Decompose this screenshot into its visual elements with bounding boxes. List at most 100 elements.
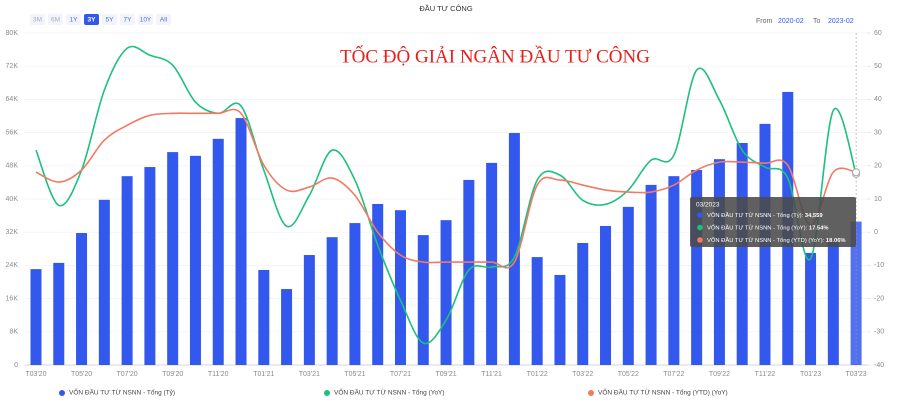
bar	[281, 289, 293, 365]
range-button[interactable]	[66, 14, 81, 25]
bar	[736, 142, 748, 365]
range-button-label[interactable]: 6M	[51, 17, 60, 24]
bar	[372, 203, 384, 365]
y-tick-label: 80K	[6, 30, 19, 37]
range-button[interactable]	[138, 14, 153, 25]
tooltip-label: VỐN ĐẦU TƯ TỪ NSNN - Tổng (YTD) (YoY):	[707, 237, 825, 244]
bar	[98, 199, 110, 365]
y2-tick-label: -20	[874, 295, 884, 302]
bar	[417, 235, 429, 365]
range-button-label[interactable]: 3M	[33, 17, 42, 24]
x-tick-label: T01'22	[527, 371, 548, 378]
x-tick-label: T03'20	[25, 371, 46, 378]
x-tick-label: T11'21	[481, 371, 502, 378]
x-tick-label: T09'20	[162, 371, 183, 378]
range-button[interactable]	[120, 14, 135, 25]
x-tick-label: T03'23	[846, 371, 867, 378]
tooltip	[690, 197, 856, 247]
y2-tick-label: 60	[874, 30, 882, 37]
range-button[interactable]	[48, 14, 63, 25]
bar	[121, 176, 133, 365]
bar	[827, 240, 839, 365]
annotation: TỐC ĐỘ GIẢI NGÂN ĐẦU TƯ CÔNG	[340, 45, 650, 67]
bar	[531, 257, 543, 365]
bar	[440, 220, 452, 365]
range-button-label[interactable]: 5Y	[106, 17, 115, 24]
bar	[258, 269, 270, 365]
range-button-label[interactable]: 1Y	[70, 17, 79, 24]
y2-tick-label: 0	[874, 229, 878, 236]
tooltip-title: 03/2023	[696, 202, 720, 209]
bar	[691, 169, 703, 365]
bar	[486, 162, 498, 365]
x-tick-label: T03'21	[299, 371, 320, 378]
range-button[interactable]	[30, 14, 45, 25]
range-button-label[interactable]: All	[160, 17, 168, 24]
bar	[53, 262, 65, 365]
y2-tick-label: -40	[874, 362, 884, 369]
range-button[interactable]	[84, 14, 99, 25]
legend-label[interactable]: VỐN ĐẦU TƯ TỪ NSNN - Tổng (YTD) (YoY)	[598, 387, 728, 397]
legend-marker[interactable]	[588, 390, 594, 396]
range-button[interactable]	[156, 14, 171, 25]
bar	[189, 155, 201, 365]
bar	[713, 159, 725, 365]
tooltip-value: 17.54%	[809, 225, 829, 231]
tooltip-label: VỐN ĐẦU TƯ TỪ NSNN - Tổng (YoY):	[707, 224, 808, 231]
chart-title: ĐẦU TƯ CÔNG	[419, 3, 473, 13]
to-label: To	[813, 18, 821, 25]
range-button[interactable]	[102, 14, 117, 25]
bar	[577, 242, 589, 365]
range-button-label[interactable]: 10Y	[140, 17, 152, 24]
bar	[144, 167, 156, 365]
bar	[645, 184, 657, 365]
y2-tick-label: -30	[874, 329, 884, 336]
tooltip-label: VỐN ĐẦU TƯ TỪ NSNN - Tổng (Tỷ):	[707, 212, 804, 219]
bar	[30, 269, 42, 365]
hover-point	[852, 168, 861, 177]
x-tick-label: T09'22	[709, 371, 730, 378]
bar	[463, 179, 475, 365]
legend-marker[interactable]	[324, 390, 330, 396]
bar	[805, 252, 817, 365]
tooltip-value: 34,559	[805, 213, 824, 219]
tooltip-row: VỐN ĐẦU TƯ TỪ NSNN - Tổng (YoY): 17.54%	[707, 224, 829, 231]
x-tick-label: T07'20	[117, 371, 138, 378]
x-tick-label: T01'23	[800, 371, 821, 378]
x-tick-label: T11'22	[755, 371, 776, 378]
x-tick-label: T07'22	[663, 371, 684, 378]
y-tick-label: 32K	[6, 229, 19, 236]
y-tick-label: 24K	[6, 262, 19, 269]
y-tick-label: 64K	[6, 96, 19, 103]
range-button-label[interactable]: 3Y	[88, 17, 97, 24]
from-label: From	[756, 18, 773, 25]
y-tick-label: 40K	[6, 196, 19, 203]
bar	[600, 225, 612, 365]
legend-label[interactable]: VỐN ĐẦU TƯ TỪ NSNN - Tổng (YoY)	[334, 387, 445, 397]
bar	[554, 274, 566, 365]
legend-marker[interactable]	[59, 390, 65, 396]
x-tick-label: T01'21	[253, 371, 274, 378]
bar	[349, 223, 361, 365]
y-tick-label: 72K	[6, 63, 19, 70]
tooltip-marker	[697, 212, 703, 218]
line	[35, 108, 857, 269]
y2-tick-label: 50	[874, 63, 882, 70]
x-tick-label: T11'20	[208, 371, 229, 378]
bar	[235, 118, 247, 365]
x-tick-label: T03'22	[572, 371, 593, 378]
range-button-label[interactable]: 7Y	[124, 17, 133, 24]
legend-label[interactable]: VỐN ĐẦU TƯ TỪ NSNN - Tổng (Tỷ)	[69, 387, 175, 397]
line	[35, 45, 857, 345]
y-tick-label: 56K	[6, 129, 19, 136]
to-value[interactable]: 2023-02	[828, 18, 854, 25]
from-value[interactable]: 2020-02	[778, 18, 804, 25]
bar	[508, 133, 520, 365]
bar	[76, 233, 88, 365]
bar	[326, 237, 338, 365]
x-tick-label: T09'21	[435, 371, 456, 378]
y-tick-label: 16K	[6, 295, 19, 302]
y2-tick-label: 10	[874, 196, 882, 203]
tooltip-row: VỐN ĐẦU TƯ TỪ NSNN - Tổng (Tỷ): 34,559	[707, 212, 823, 219]
